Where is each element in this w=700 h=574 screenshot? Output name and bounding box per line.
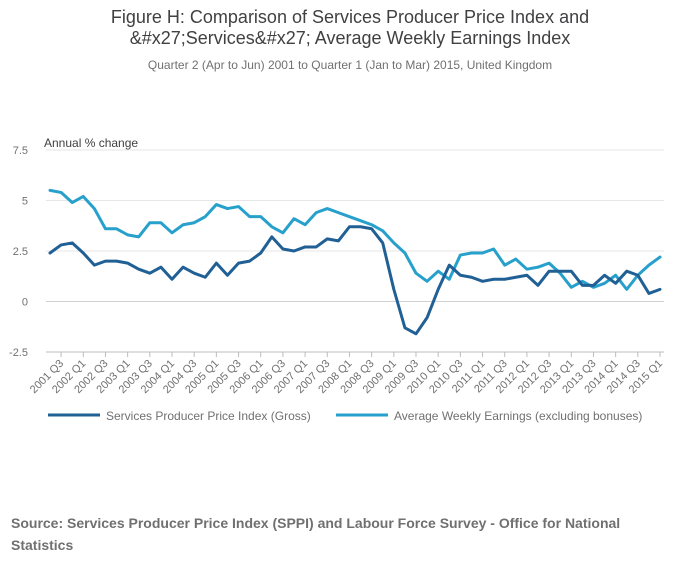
chart-title-line-1: Figure H: Comparison of Services Produce… [110, 7, 590, 27]
chart-title-line-2: &#x27;Services&#x27; Average Weekly Earn… [129, 28, 571, 48]
y-tick-label: 0 [22, 297, 28, 309]
series-line-awe [48, 188, 662, 291]
line-chart: Annual % change -2.502.557.5 2001 Q32002… [9, 136, 665, 423]
source-note: Source: Services Producer Price Index (S… [11, 515, 621, 553]
y-tick-label: 7.5 [13, 145, 28, 157]
y-tick-label: 5 [22, 196, 28, 208]
legend-label-sppi: Services Producer Price Index (Gross) [106, 409, 311, 423]
legend-label-awe: Average Weekly Earnings (excluding bonus… [394, 409, 642, 423]
series-line-sppi [48, 225, 662, 336]
chart-title: Figure H: Comparison of Services Produce… [0, 7, 700, 49]
y-axis-label: Annual % change [44, 136, 138, 150]
chart-subtitle: Quarter 2 (Apr to Jun) 2001 to Quarter 1… [147, 58, 553, 72]
y-tick-label: 2.5 [13, 246, 28, 258]
y-tick-label: -2.5 [9, 347, 28, 359]
